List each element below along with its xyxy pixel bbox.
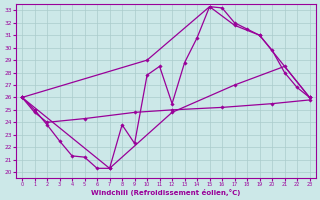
X-axis label: Windchill (Refroidissement éolien,°C): Windchill (Refroidissement éolien,°C) — [91, 189, 241, 196]
